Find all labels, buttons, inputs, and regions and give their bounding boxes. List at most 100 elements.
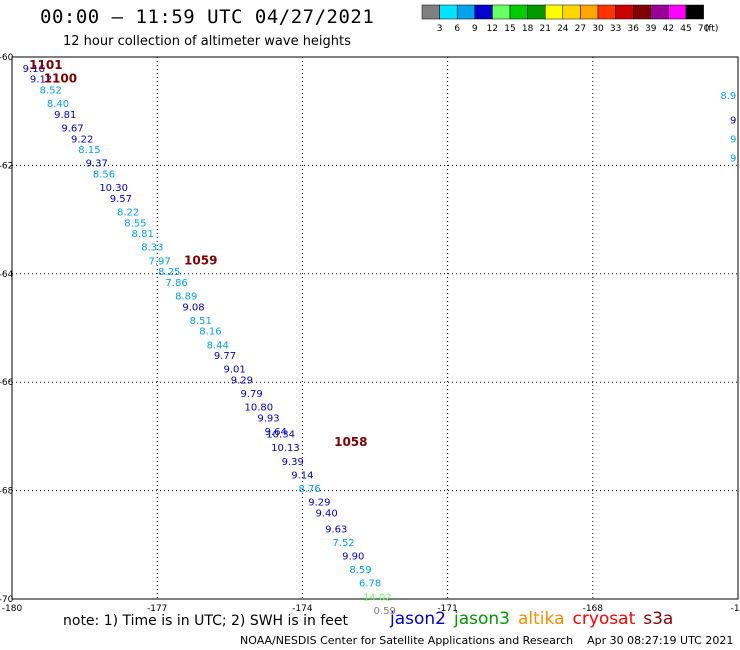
y-tick-label: -60	[0, 53, 14, 63]
color-scale-swatch	[562, 4, 581, 20]
y-tick-label: -68	[0, 487, 14, 497]
plot-frame	[11, 56, 739, 600]
wave-height-label: 0.59	[374, 606, 396, 617]
wave-height-label: 8.15	[78, 145, 100, 156]
wave-height-label: 8.55	[124, 218, 146, 229]
wave-height-label: 9.79	[240, 389, 262, 400]
color-scale-unit: (ft)	[705, 24, 719, 34]
color-scale-label: 3	[437, 24, 443, 34]
time-label: 1100	[44, 72, 77, 86]
satellite-jason2: jason2	[390, 609, 446, 629]
satellite-s3a: s3a	[643, 609, 674, 629]
color-scale-label: 36	[627, 24, 639, 34]
color-scale-swatch	[474, 4, 493, 20]
wave-height-label: 8.52	[40, 86, 62, 97]
chart-subtitle: 12 hour collection of altimeter wave hei…	[63, 34, 351, 49]
wave-height-label: 9.37	[86, 159, 108, 170]
color-scale-label: 27	[575, 24, 586, 34]
wave-height-label: 8.25	[158, 267, 180, 278]
wave-height-label: 9.93	[257, 413, 279, 424]
satellite-jason3: jason3	[454, 609, 510, 629]
color-scale-swatch	[650, 4, 669, 20]
y-tick-label: -64	[0, 270, 14, 280]
wave-height-label: 9.16	[23, 64, 45, 75]
y-tick-label: -70	[0, 595, 14, 605]
wave-height-label: 14.02	[363, 592, 392, 603]
x-tick-label: -177	[147, 604, 167, 614]
x-tick-label: -16	[731, 604, 740, 614]
wave-height-label: 8.51	[190, 316, 212, 327]
chart-title: 00:00 – 11:59 UTC 04/27/2021	[40, 6, 375, 28]
time-label: 1058	[334, 435, 367, 449]
color-scale-swatch	[439, 4, 458, 20]
color-scale-label: 21	[539, 24, 550, 34]
y-tick-label: -66	[0, 378, 14, 388]
wave-height-label: 8.22	[117, 207, 139, 218]
color-scale-label: 70	[698, 24, 710, 34]
color-scale-label: 33	[610, 24, 621, 34]
edge-track-label: 9	[730, 134, 736, 145]
wave-height-label: 9.01	[224, 365, 246, 376]
color-scale-label: 15	[504, 24, 515, 34]
wave-height-label: 8.33	[141, 243, 163, 254]
wave-height-label: 9.14	[291, 470, 313, 481]
footer-credit: NOAA/NESDIS Center for Satellite Applica…	[240, 634, 734, 647]
wave-height-label: 9.08	[182, 302, 204, 313]
x-tick-label: -171	[437, 604, 457, 614]
wave-height-label: 10.13	[271, 443, 300, 454]
wave-height-label: 9.77	[214, 351, 236, 362]
wave-height-label: 10.30	[99, 183, 128, 194]
x-tick-label: -168	[583, 604, 604, 614]
wave-height-label: 7.97	[148, 256, 170, 267]
color-scale-swatch	[597, 4, 616, 20]
color-scale-swatch	[580, 4, 599, 20]
edge-track-label: 9	[730, 153, 736, 164]
color-scale-swatch	[685, 4, 704, 20]
x-tick-label: -174	[292, 604, 313, 614]
color-scale-label: 12	[487, 24, 498, 34]
wave-height-label: 8.89	[175, 291, 197, 302]
wave-height-label: 9.64	[265, 427, 287, 438]
footer-note: note: 1) Time is in UTC; 2) SWH is in fe…	[63, 613, 349, 629]
time-label: 1059	[184, 253, 217, 267]
wave-height-label: 8.59	[349, 565, 371, 576]
wave-height-label: 9.67	[61, 123, 83, 134]
color-scale-swatch	[456, 4, 476, 20]
color-scale-label: 6	[454, 24, 460, 34]
wave-height-label: 10.80	[245, 403, 274, 414]
wave-height-label: 7.52	[332, 538, 354, 549]
color-scale-label: 9	[472, 24, 478, 34]
color-scale-label: 39	[645, 24, 657, 34]
color-scale-swatch	[527, 4, 546, 20]
color-scale-label: 18	[522, 24, 534, 34]
wave-height-label: 9.29	[308, 497, 330, 508]
satellite-cryosat: cryosat	[572, 609, 636, 629]
wave-height-label: 9.39	[282, 457, 304, 468]
color-scale-swatch	[544, 4, 564, 20]
wave-height-label: 9.12	[30, 75, 52, 86]
satellite-legend: jason2 jason3 altika cryosat s3a	[390, 609, 681, 629]
wave-height-label: 9.81	[54, 110, 76, 121]
color-scale-swatch	[492, 4, 511, 20]
wave-height-label: 8.56	[93, 170, 115, 181]
wave-height-label: 9.90	[342, 552, 364, 563]
time-label: 1101	[29, 58, 62, 72]
color-scale-swatch	[509, 4, 528, 20]
wave-height-label: 9.57	[110, 194, 132, 205]
color-scale-swatch	[632, 4, 652, 20]
color-scale-label: 30	[592, 24, 604, 34]
wave-height-label: 10.34	[266, 430, 295, 441]
color-scale-swatch	[668, 4, 687, 20]
wave-height-label: 9.40	[315, 508, 337, 519]
color-scale-label: 45	[680, 24, 691, 34]
wave-height-label: 8.16	[199, 327, 221, 338]
color-scale-swatch	[421, 4, 440, 20]
satellite-altika: altika	[518, 609, 565, 629]
color-scale-label: 42	[663, 24, 674, 34]
y-tick-label: -62	[0, 161, 13, 171]
wave-height-label: 9.22	[71, 134, 93, 145]
x-tick-label: -180	[2, 604, 23, 614]
wave-height-label: 8.44	[207, 340, 229, 351]
wave-height-label: 9.29	[231, 375, 253, 386]
